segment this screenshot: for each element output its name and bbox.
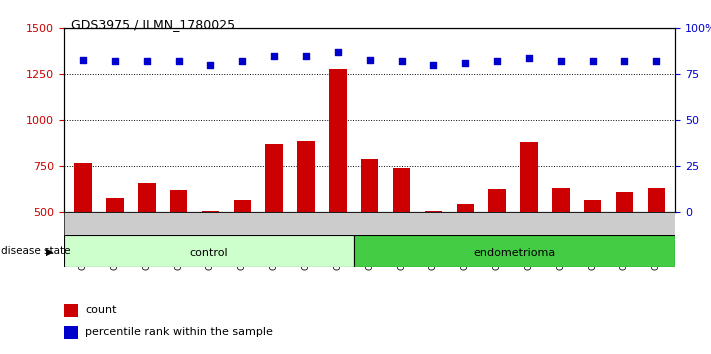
Text: count: count	[85, 305, 117, 315]
Point	[364, 57, 375, 62]
Point	[269, 53, 280, 59]
Text: disease state: disease state	[1, 246, 70, 256]
Bar	[64, 304, 78, 317]
Point	[523, 55, 535, 61]
Text: endometrioma: endometrioma	[474, 248, 556, 258]
Bar	[456, 204, 474, 304]
Bar	[265, 144, 283, 304]
Bar	[392, 168, 410, 304]
Point	[77, 57, 89, 62]
Text: control: control	[190, 248, 228, 258]
Bar	[329, 69, 347, 304]
Point	[205, 62, 216, 68]
Point	[109, 59, 121, 64]
Point	[237, 59, 248, 64]
Point	[300, 53, 311, 59]
Bar	[202, 211, 219, 304]
Point	[396, 59, 407, 64]
Point	[459, 61, 471, 66]
Bar	[520, 142, 538, 304]
Bar	[170, 190, 188, 304]
Bar	[138, 183, 156, 304]
Bar	[648, 188, 665, 304]
Point	[428, 62, 439, 68]
Point	[141, 59, 152, 64]
Point	[332, 50, 343, 55]
Bar	[106, 198, 124, 304]
Bar	[584, 200, 602, 304]
Bar	[75, 163, 92, 304]
Point	[619, 59, 630, 64]
Bar	[297, 141, 315, 304]
Bar	[424, 211, 442, 304]
Point	[587, 59, 599, 64]
Bar	[64, 326, 78, 339]
Bar	[234, 200, 251, 304]
Point	[651, 59, 662, 64]
Point	[173, 59, 184, 64]
Text: percentile rank within the sample: percentile rank within the sample	[85, 327, 273, 337]
Bar	[552, 188, 570, 304]
Point	[491, 59, 503, 64]
Bar	[361, 159, 378, 304]
Text: ▶: ▶	[46, 246, 53, 256]
Bar	[616, 192, 634, 304]
Bar	[353, 235, 675, 267]
Text: GDS3975 / ILMN_1780025: GDS3975 / ILMN_1780025	[71, 18, 235, 31]
Point	[555, 59, 567, 64]
Bar	[488, 189, 506, 304]
Bar	[64, 235, 353, 267]
